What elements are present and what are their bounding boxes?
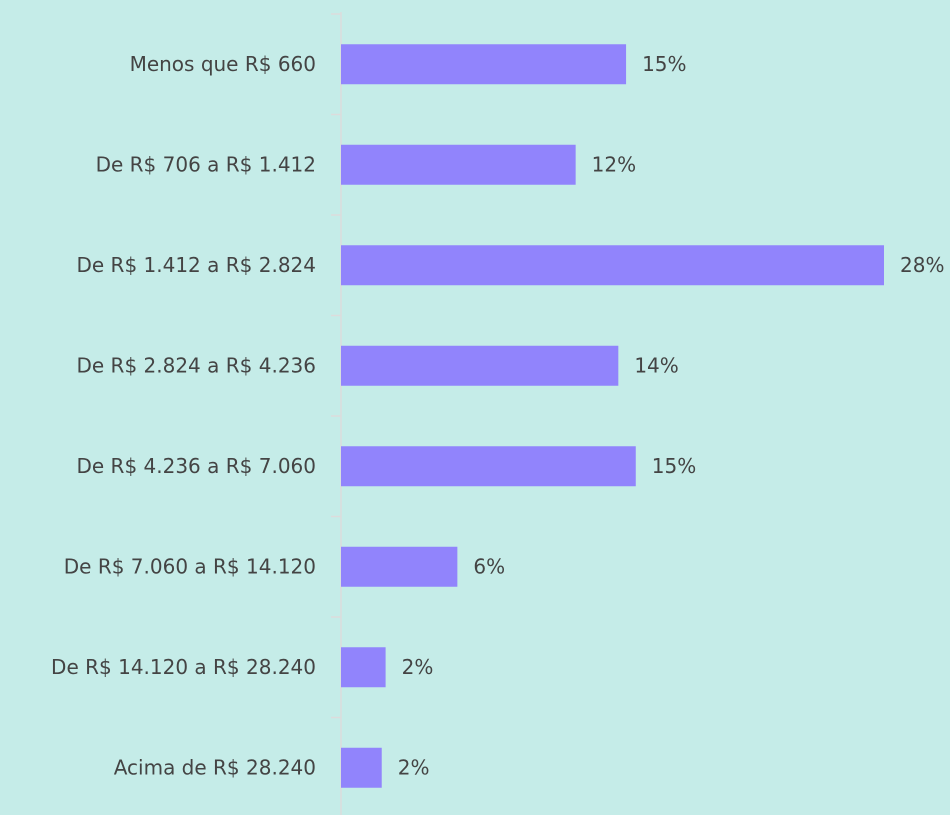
category-label: De R$ 1.412 a R$ 2.824 xyxy=(76,253,316,277)
value-label: 6% xyxy=(473,554,505,578)
bar xyxy=(341,144,576,185)
value-label: 14% xyxy=(634,353,678,377)
bar xyxy=(341,44,627,85)
category-label: Acima de R$ 28.240 xyxy=(114,755,316,779)
value-label: 15% xyxy=(652,454,696,478)
bar xyxy=(341,546,458,587)
value-label: 28% xyxy=(900,253,944,277)
value-label: 2% xyxy=(402,655,434,679)
category-label: De R$ 14.120 a R$ 28.240 xyxy=(51,655,316,679)
bar xyxy=(341,345,619,386)
value-label: 12% xyxy=(592,152,636,176)
bar xyxy=(341,647,386,688)
bar xyxy=(341,446,636,487)
category-label: De R$ 2.824 a R$ 4.236 xyxy=(76,353,316,377)
bar xyxy=(341,747,382,788)
bar xyxy=(341,245,884,286)
category-label: Menos que R$ 660 xyxy=(130,52,316,76)
category-label: De R$ 4.236 a R$ 7.060 xyxy=(76,454,316,478)
category-label: De R$ 706 a R$ 1.412 xyxy=(96,152,316,176)
value-label: 2% xyxy=(398,755,430,779)
category-label: De R$ 7.060 a R$ 14.120 xyxy=(64,554,316,578)
value-label: 15% xyxy=(642,52,686,76)
